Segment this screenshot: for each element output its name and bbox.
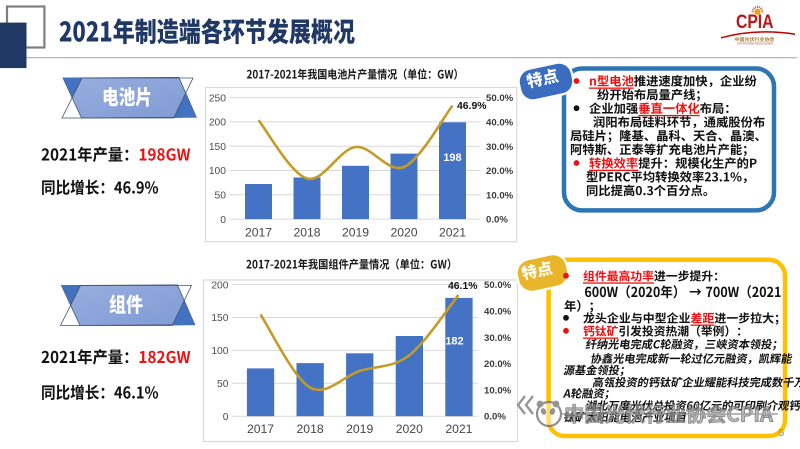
svg-text:30.0%: 30.0% [484,333,512,344]
svg-text:2020: 2020 [396,422,423,436]
svg-text:0: 0 [220,215,226,226]
svg-text:2019: 2019 [346,422,373,436]
svg-text:40.0%: 40.0% [486,118,514,129]
svg-text:2021: 2021 [445,422,472,436]
svg-text:46.9%: 46.9% [457,101,486,112]
svg-text:China Photovoltaic Industry As: China Photovoltaic Industry Association [737,42,773,46]
svg-text:0: 0 [223,412,229,423]
svg-text:200: 200 [209,118,226,129]
svg-text:198: 198 [443,152,461,164]
svg-text:250: 250 [209,93,226,104]
svg-text:40.0%: 40.0% [484,307,512,318]
svg-text:2020: 2020 [390,226,417,240]
svg-text:50.0%: 50.0% [486,93,514,104]
svg-text:2017: 2017 [245,226,272,240]
svg-text:20.0%: 20.0% [484,359,512,370]
svg-text:50: 50 [215,191,227,202]
svg-text:100: 100 [211,346,228,357]
svg-text:0.0%: 0.0% [484,412,506,423]
svg-text:10.0%: 10.0% [484,385,512,396]
svg-text:2017: 2017 [247,422,274,436]
svg-text:2019: 2019 [342,226,369,240]
svg-text:CPIA: CPIA [736,12,774,33]
svg-text:200: 200 [211,280,228,291]
svg-text:30.0%: 30.0% [486,142,514,153]
svg-text:150: 150 [211,313,228,324]
svg-text:50.0%: 50.0% [484,280,512,291]
svg-text:2018: 2018 [293,226,320,240]
svg-text:10.0%: 10.0% [486,190,514,201]
svg-text:20.0%: 20.0% [486,166,514,177]
svg-text:0.0%: 0.0% [486,215,508,226]
svg-text:5: 5 [779,427,785,439]
svg-text:46.1%: 46.1% [448,281,477,292]
svg-text:2018: 2018 [297,422,324,436]
svg-text:182: 182 [445,336,463,348]
svg-text:2021: 2021 [439,226,466,240]
svg-text:150: 150 [209,142,226,153]
svg-text:50: 50 [217,379,229,390]
svg-text:100: 100 [209,166,226,177]
